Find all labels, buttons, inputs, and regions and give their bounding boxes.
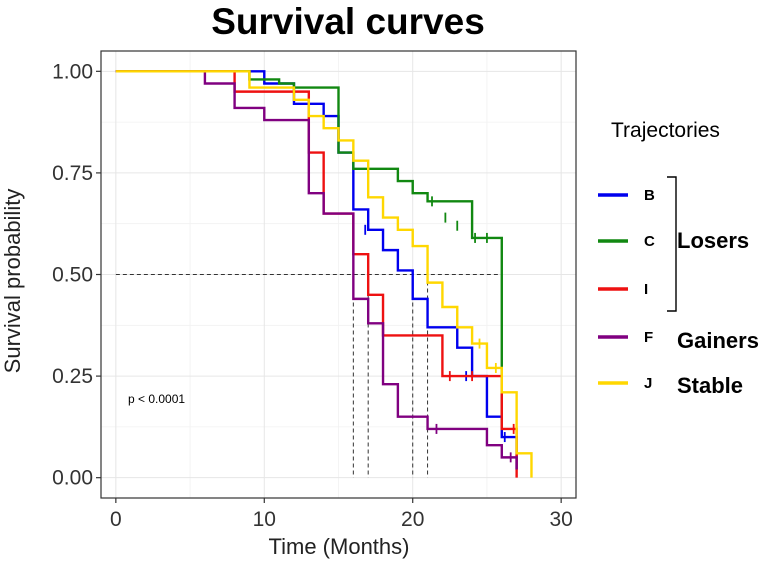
x-tick-label: 20 (401, 508, 424, 531)
p-value-annotation: p < 0.0001 (128, 392, 185, 406)
y-tick-label: 0.25 (52, 365, 93, 388)
curve-C (115, 70, 503, 429)
legend-label-C: C (644, 233, 655, 250)
curve-B (115, 70, 518, 470)
legend-label-J: J (644, 375, 652, 392)
legend-items: B C I F J (598, 187, 655, 392)
curve-F (115, 70, 518, 470)
losers-bracket (667, 176, 677, 312)
survival-curves (115, 70, 533, 478)
legend: Trajectories B C I F J Losers Gainers Stable (598, 119, 759, 398)
legend-label-I: I (644, 281, 648, 298)
axes: 0 10 20 30 0.00 0.25 0.50 0.75 1.00 (52, 60, 573, 531)
y-tick-label: 1.00 (52, 60, 93, 83)
x-tick-label: 10 (253, 508, 276, 531)
median-reference-lines (115, 274, 502, 478)
x-tick-label: 0 (110, 508, 122, 531)
y-tick-label: 0.50 (52, 264, 93, 287)
group-label-gainers: Gainers (677, 328, 759, 353)
curve-J (115, 70, 533, 478)
y-tick-label: 0.75 (52, 162, 93, 185)
group-label-stable: Stable (677, 373, 743, 398)
y-axis-label: Survival probability (0, 189, 25, 374)
y-tick-label: 0.00 (52, 467, 93, 490)
group-label-losers: Losers (677, 228, 749, 253)
x-axis-label: Time (Months) (269, 534, 410, 559)
x-tick-label: 30 (549, 508, 572, 531)
legend-label-F: F (644, 329, 653, 346)
legend-title: Trajectories (611, 119, 720, 142)
legend-label-B: B (644, 187, 655, 204)
chart-title: Survival curves (211, 1, 485, 42)
